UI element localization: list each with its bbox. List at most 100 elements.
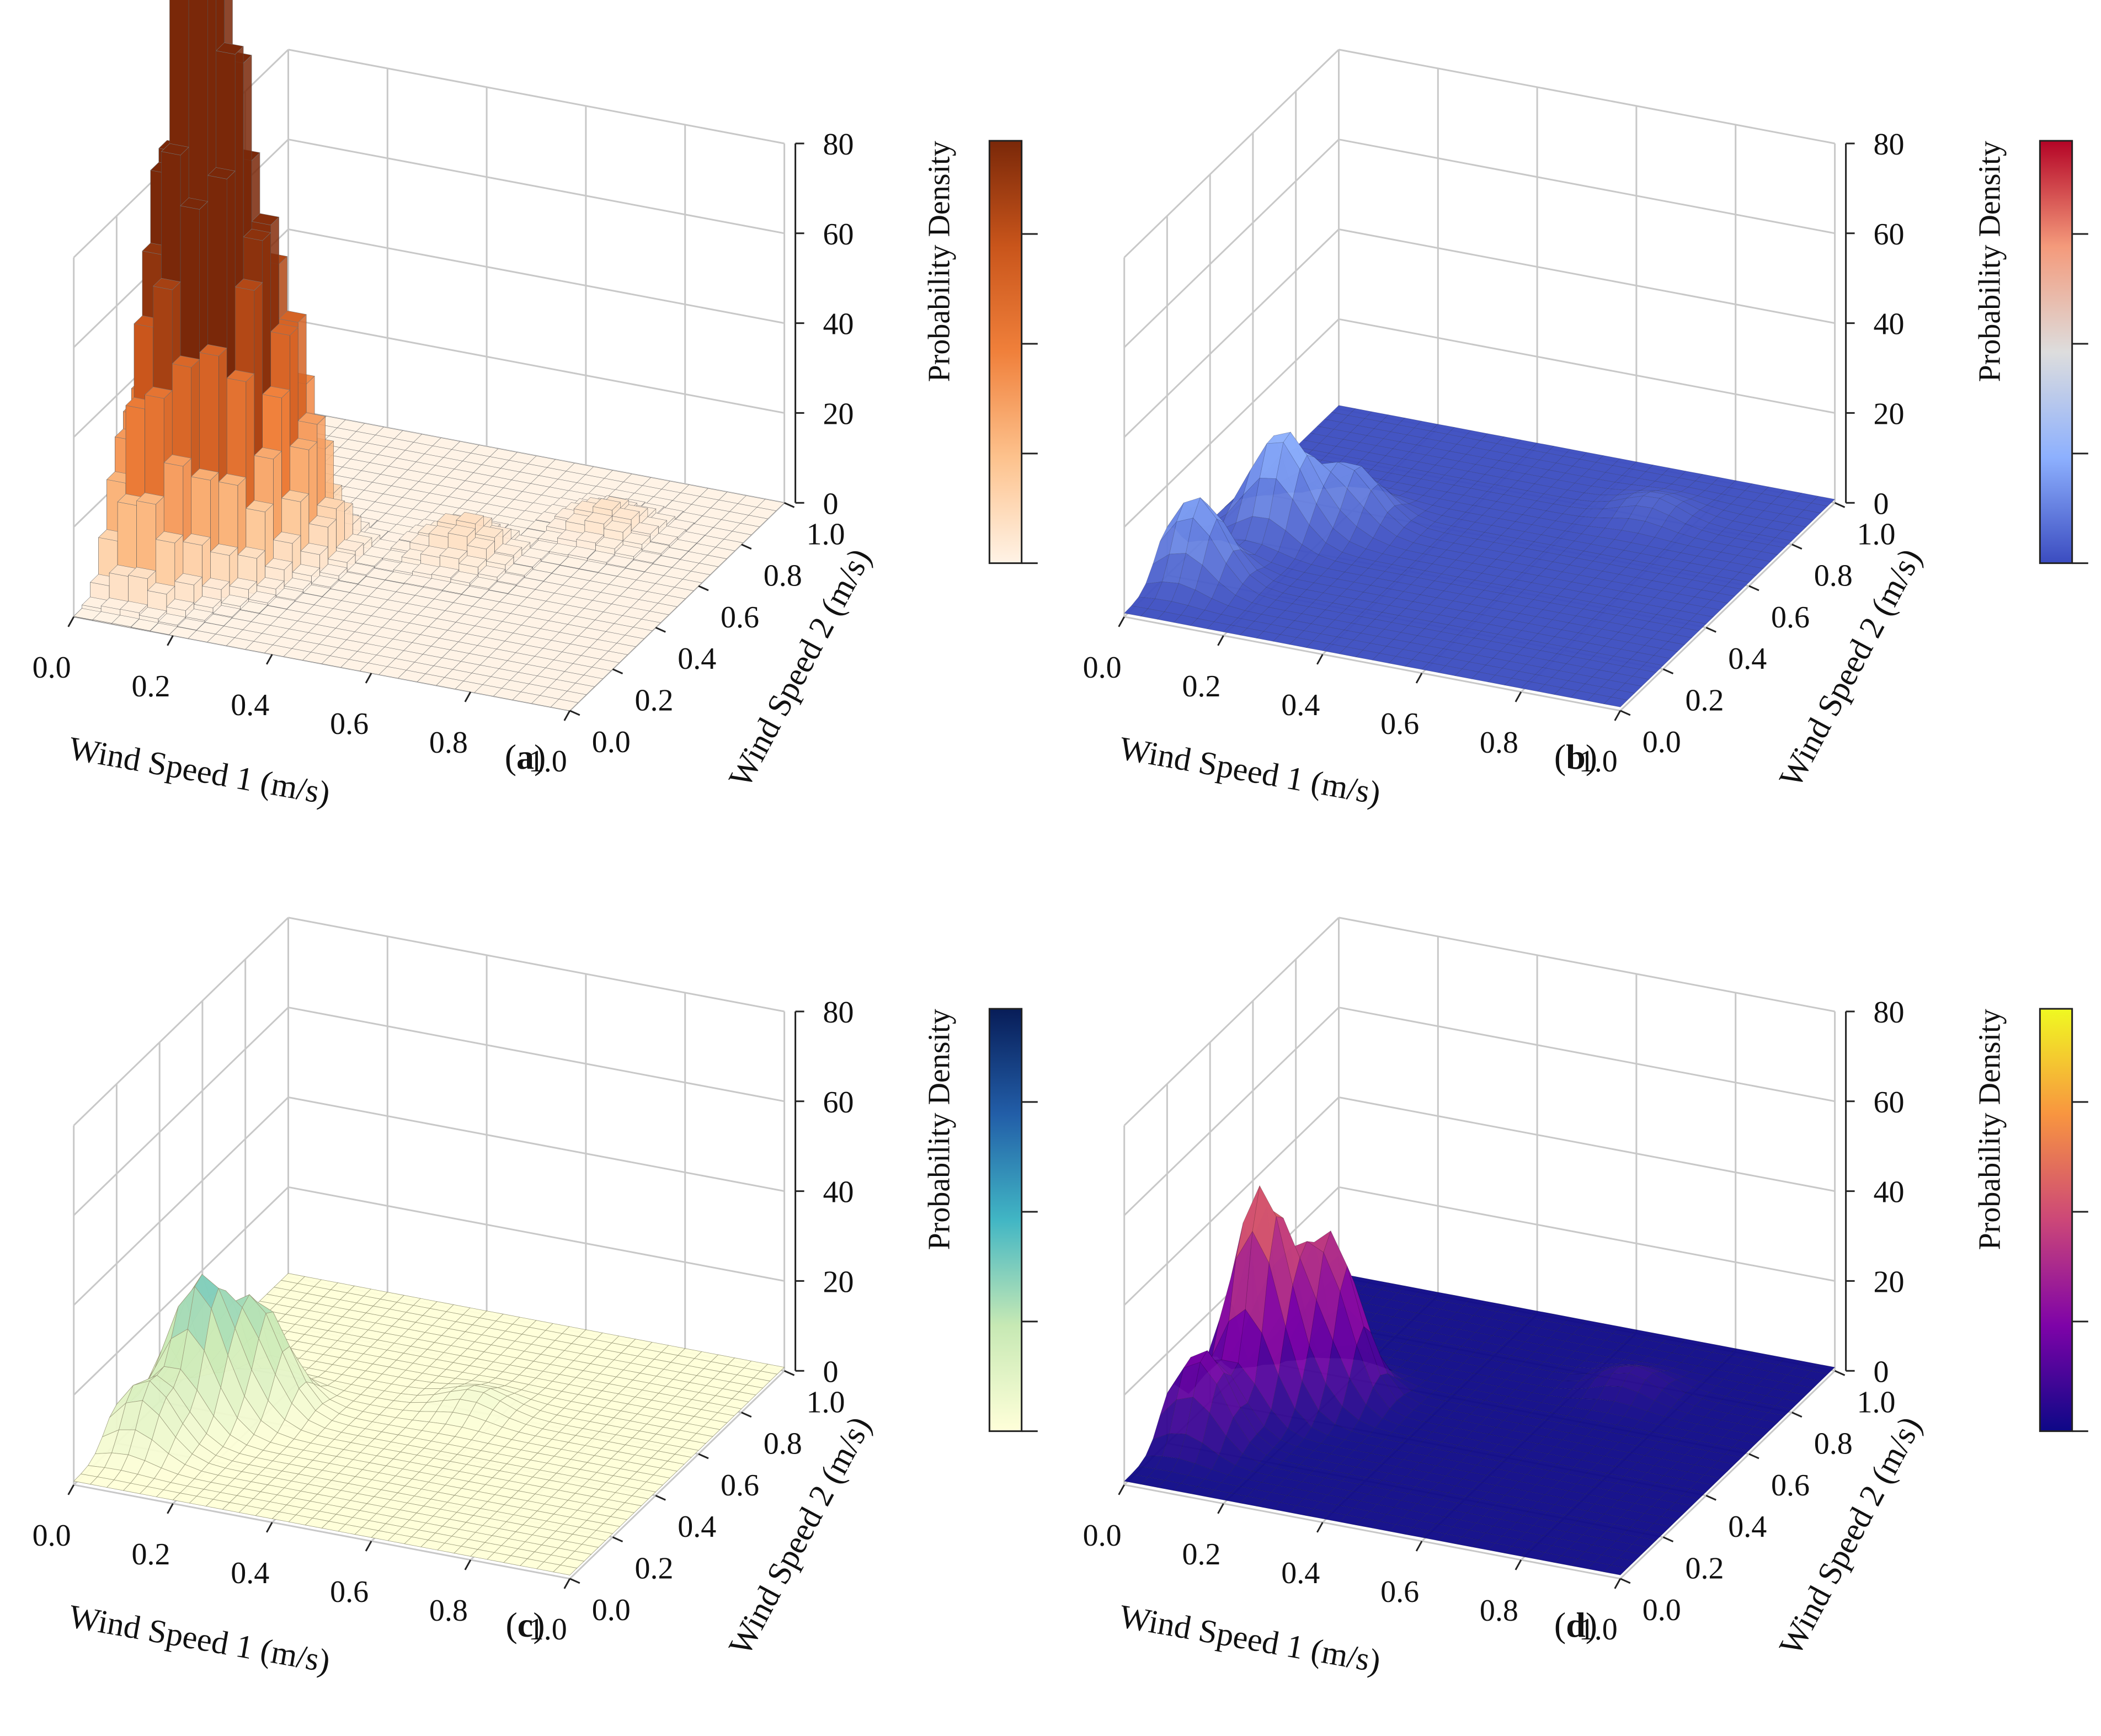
z-tick-label: 40 <box>823 307 854 342</box>
surface-facet <box>1810 496 1836 507</box>
gridline <box>1619 502 1836 711</box>
bar-top <box>439 547 468 560</box>
y-tick-mark <box>1705 626 1716 633</box>
bar-top <box>614 545 643 557</box>
colorbar: 0204060Probability Density <box>922 140 1038 565</box>
z-tick-label: 60 <box>1874 217 1905 252</box>
y-tick-label: 0.8 <box>1814 559 1853 593</box>
y-tick-mark <box>655 1494 666 1501</box>
gridline <box>73 1186 289 1396</box>
colorbar-bar <box>988 1008 1023 1433</box>
surface-a <box>73 0 785 711</box>
gridline <box>1339 228 1835 324</box>
y-tick-mark <box>655 626 666 633</box>
y-tick-label: 0.6 <box>721 600 759 635</box>
gridline <box>288 1186 785 1282</box>
surface-facet <box>1782 523 1807 534</box>
bar-top <box>550 699 579 711</box>
bar-top <box>172 355 200 368</box>
y-tick-mark <box>1791 544 1803 550</box>
z-tick-label: 60 <box>823 217 854 252</box>
bar-top <box>243 228 271 241</box>
y-tick-label: 0.4 <box>1728 642 1767 676</box>
bar-top <box>158 613 186 626</box>
caption-a: (a) <box>504 737 546 776</box>
bar-top <box>193 596 222 608</box>
y-tick-label: 0.0 <box>592 1593 631 1627</box>
y-tick-mark <box>698 1453 709 1460</box>
y-tick-mark <box>698 585 709 592</box>
z-tick-label: 0 <box>823 1355 839 1389</box>
histogram-bar <box>450 571 479 587</box>
y-tick-mark <box>569 710 580 716</box>
bar-top <box>289 438 318 450</box>
gridline <box>73 1007 289 1216</box>
bar-top <box>144 386 173 399</box>
bar-top <box>576 531 605 544</box>
bar-top <box>237 546 266 559</box>
gridline <box>288 1096 785 1192</box>
bar-top <box>199 344 227 356</box>
bar-top <box>330 581 359 593</box>
bar-top <box>593 498 621 510</box>
x-tick-mark <box>67 1484 75 1495</box>
bar-top <box>302 584 331 597</box>
bar-top <box>603 520 632 532</box>
gridline <box>288 228 785 324</box>
colorbar-bar <box>2039 140 2073 565</box>
x-tick-label: 0.2 <box>1182 669 1220 704</box>
chart-panel-a: 0 20 40 60 80 0.0 0.2 0.4 0.6 0.8 1.0 Wind Speed 1 … <box>0 0 1050 868</box>
surface-facet <box>1653 648 1678 659</box>
x-tick-label: 0.6 <box>330 1575 369 1609</box>
gridline <box>1123 139 1340 348</box>
z-tick-label: 20 <box>1874 397 1905 431</box>
gridline <box>288 1007 785 1103</box>
x-tick-label: 0.4 <box>231 688 269 722</box>
z-tick-label: 40 <box>823 1175 854 1210</box>
bar-top <box>212 605 241 617</box>
bar-top <box>649 533 678 545</box>
gridline <box>1123 1007 1340 1216</box>
x-tick-label: 0.0 <box>33 1519 71 1553</box>
bar-top <box>311 575 339 588</box>
surface-facet <box>1789 516 1814 528</box>
z-tick-label: 80 <box>823 127 854 162</box>
surface-facet <box>1631 669 1657 680</box>
bar-top <box>246 500 274 513</box>
colorbar: 0204060Probability Density <box>922 1008 1038 1433</box>
bar-top <box>442 582 471 594</box>
z-tick-label: 60 <box>823 1085 854 1120</box>
chart-panel-c: 0 20 40 60 80 0.0 0.2 0.4 0.6 0.8 1.0 Wind Speed 1 … <box>0 868 1050 1736</box>
bar-top <box>275 588 304 600</box>
colorbar-label: Probability Density <box>1972 141 2007 382</box>
y-tick-mark <box>783 502 795 508</box>
bar-top <box>180 198 209 210</box>
bar-top <box>226 370 255 382</box>
bar-top <box>633 551 662 563</box>
bar-top <box>450 571 479 583</box>
bar-top <box>163 454 192 467</box>
surface-facet <box>1603 696 1628 707</box>
bar-top <box>461 586 489 598</box>
bar-top <box>248 591 276 604</box>
bar-top <box>215 42 244 55</box>
bar-top <box>136 492 164 505</box>
y-tick-mark <box>1748 585 1759 592</box>
y-tick-mark <box>741 544 752 550</box>
bar-top <box>267 597 296 609</box>
bar-top <box>204 614 233 626</box>
bar-top <box>625 560 653 572</box>
bar-top <box>338 572 367 584</box>
y-tick-label: 0.0 <box>592 725 631 759</box>
bar-top <box>595 537 623 549</box>
y-tick-label: 0.8 <box>764 1427 802 1461</box>
x-tick-mark <box>1614 710 1622 721</box>
bar-top <box>297 412 326 425</box>
bar-top <box>251 213 280 226</box>
